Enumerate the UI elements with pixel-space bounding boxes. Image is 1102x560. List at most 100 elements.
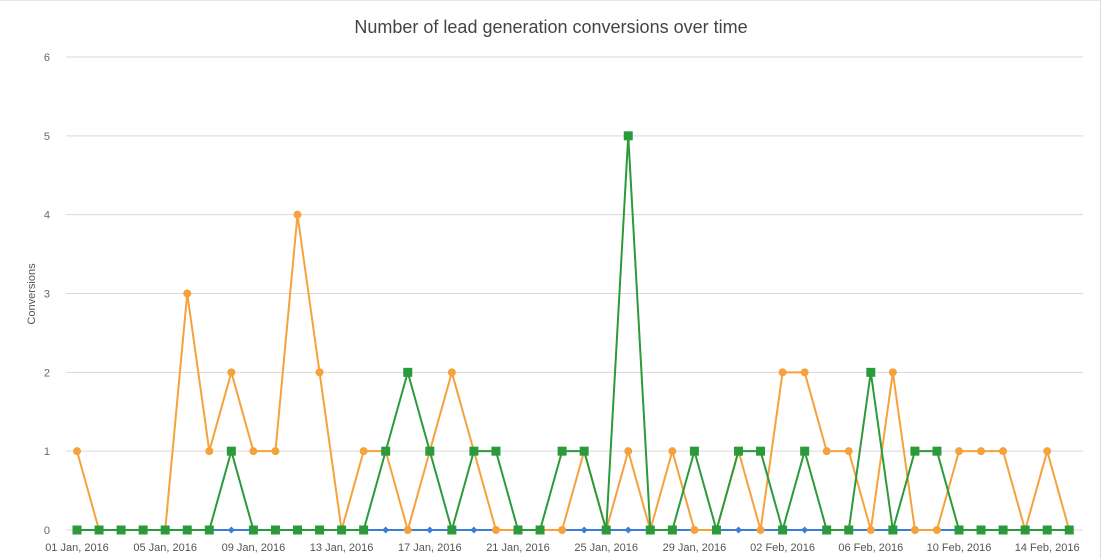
data-point: [668, 447, 677, 456]
data-point: [337, 525, 347, 535]
data-point: [977, 447, 986, 456]
data-point: [888, 368, 897, 377]
data-point: [182, 525, 192, 535]
data-point: [270, 525, 280, 535]
data-point: [976, 525, 986, 535]
data-point: [601, 525, 611, 535]
data-point: [1042, 525, 1052, 535]
data-point: [249, 447, 258, 456]
data-point: [998, 525, 1008, 535]
data-point: [491, 526, 500, 534]
data-point: [778, 368, 787, 377]
data-point: [94, 525, 104, 535]
x-tick-label: 10 Feb, 2016: [927, 542, 992, 554]
data-point: [932, 526, 941, 534]
data-point: [1043, 447, 1052, 456]
data-point: [734, 446, 743, 456]
data-point: [426, 526, 434, 534]
data-point: [227, 526, 235, 534]
x-tick-label: 25 Jan, 2016: [574, 542, 638, 554]
y-tick-label: 1: [44, 446, 50, 458]
data-point: [469, 446, 479, 456]
data-point: [403, 526, 412, 534]
data-point: [227, 368, 236, 377]
data-point: [822, 525, 832, 535]
y-tick-label: 2: [44, 367, 50, 379]
x-tick-label: 01 Jan, 2016: [45, 542, 109, 554]
data-point: [844, 447, 853, 456]
data-point: [248, 525, 258, 535]
x-tick-label: 13 Jan, 2016: [310, 542, 374, 554]
data-point: [513, 525, 523, 535]
data-point: [557, 446, 567, 456]
x-tick-label: 09 Jan, 2016: [222, 542, 286, 554]
series-markers: [72, 131, 1074, 535]
y-tick-label: 4: [44, 210, 50, 222]
data-point: [711, 525, 721, 535]
data-point: [315, 368, 324, 377]
gridlines: [66, 56, 1083, 531]
data-point: [624, 526, 632, 534]
y-tick-label: 3: [44, 289, 50, 301]
data-point: [645, 525, 655, 535]
data-point: [535, 525, 545, 535]
data-point: [381, 446, 391, 456]
data-point: [866, 367, 876, 377]
x-tick-label: 14 Feb, 2016: [1015, 542, 1080, 554]
data-point: [160, 525, 170, 535]
data-point: [73, 447, 81, 456]
x-tick-label: 02 Feb, 2016: [750, 542, 815, 554]
data-point: [204, 525, 214, 535]
data-point: [954, 525, 964, 535]
data-point: [271, 447, 280, 456]
data-point: [359, 525, 369, 535]
data-point: [910, 446, 920, 456]
data-point: [888, 525, 898, 535]
x-tick-labels: 01 Jan, 2016 05 Jan, 2016 09 Jan, 2016 13 J…: [45, 542, 1079, 554]
data-point: [558, 526, 567, 534]
data-point: [359, 447, 368, 456]
data-point: [999, 447, 1008, 456]
series-lines: [76, 134, 1071, 531]
data-point: [1064, 525, 1074, 535]
data-point: [801, 526, 809, 534]
chart-title: Number of lead generation conversions ov…: [354, 17, 747, 37]
data-point: [932, 446, 942, 456]
data-point: [72, 525, 82, 535]
data-point: [756, 446, 766, 456]
series-line-1: [76, 213, 1071, 531]
data-point: [205, 447, 214, 456]
data-point: [690, 526, 699, 534]
data-point: [756, 526, 765, 534]
data-point: [735, 526, 742, 534]
data-point: [226, 446, 236, 456]
data-point: [667, 525, 677, 535]
x-tick-label: 17 Jan, 2016: [398, 542, 462, 554]
data-point: [447, 368, 456, 377]
series-line-2: [77, 134, 1070, 531]
data-point: [293, 525, 302, 535]
data-point: [910, 526, 919, 534]
x-tick-label: 21 Jan, 2016: [486, 542, 550, 554]
y-tick-label: 0: [44, 525, 50, 537]
data-point: [1020, 525, 1030, 535]
data-point: [800, 368, 809, 377]
y-tick-labels: 0 1 2 3 4 5 6: [44, 52, 50, 537]
x-tick-label: 06 Feb, 2016: [838, 542, 903, 554]
data-point: [580, 526, 588, 534]
data-point: [293, 210, 302, 219]
y-axis-label: Conversions: [26, 263, 38, 325]
x-tick-label: 29 Jan, 2016: [663, 542, 727, 554]
data-point: [491, 446, 501, 456]
data-point: [470, 526, 478, 534]
data-point: [623, 131, 633, 141]
data-point: [866, 526, 875, 534]
data-point: [844, 525, 854, 535]
y-tick-label: 5: [44, 131, 50, 143]
data-point: [955, 447, 963, 456]
data-point: [183, 289, 192, 298]
data-point: [579, 446, 589, 456]
data-point: [382, 526, 390, 534]
